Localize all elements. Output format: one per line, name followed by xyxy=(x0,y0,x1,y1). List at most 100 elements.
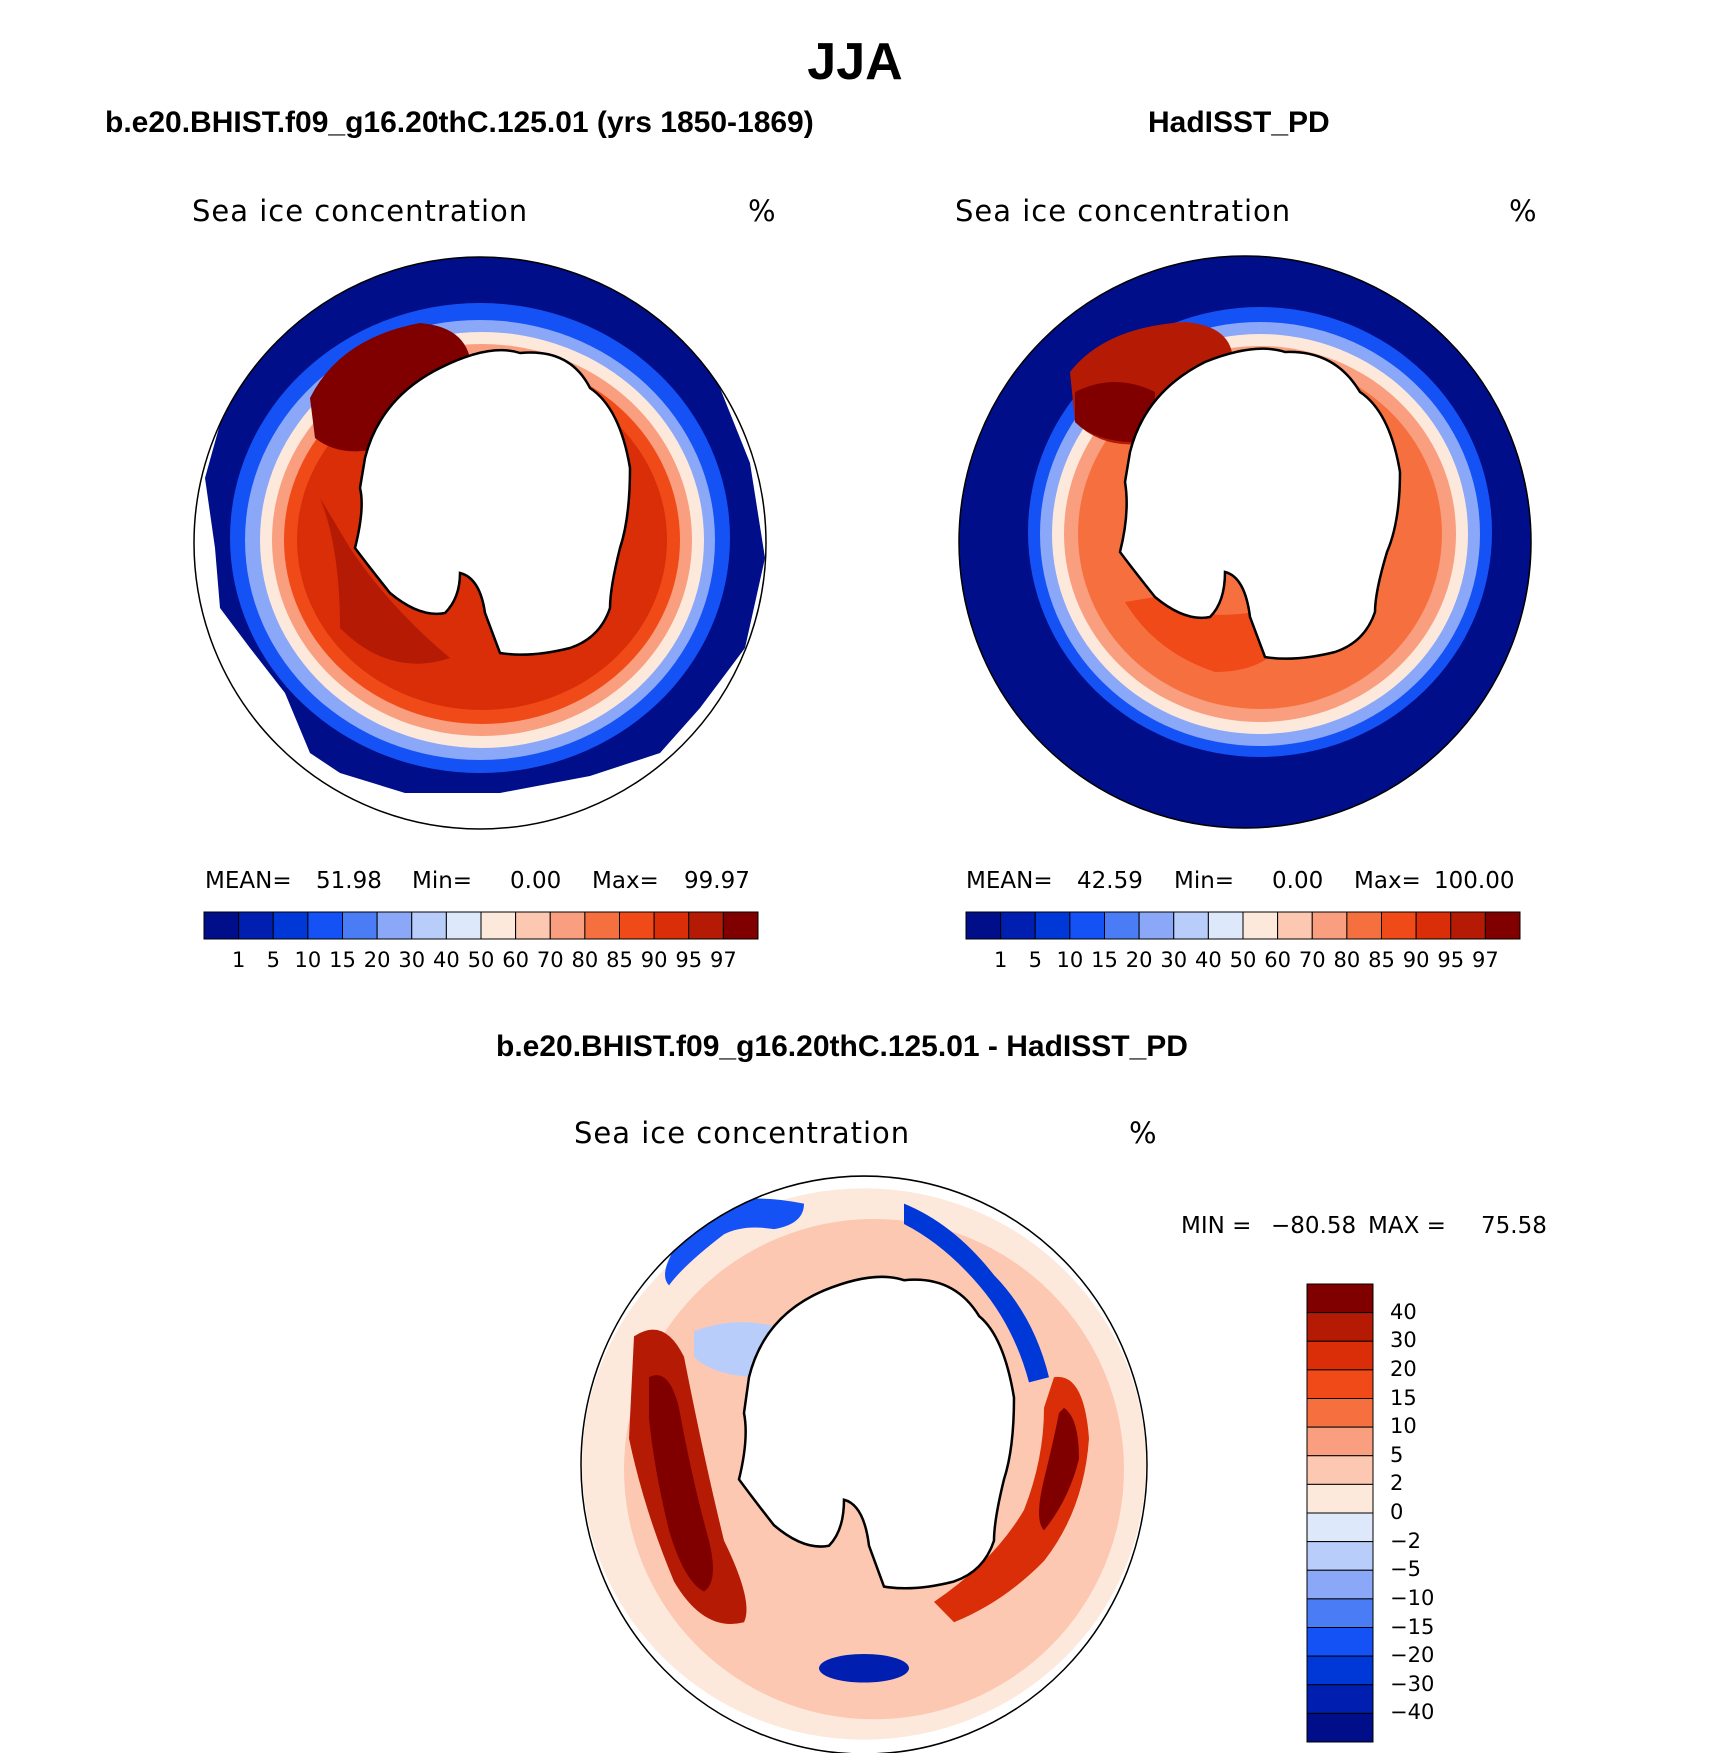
panel1-title: b.e20.BHIST.f09_g16.20thC.125.01 (yrs 18… xyxy=(105,106,814,139)
colorbar-tick-label: 10 xyxy=(1390,1414,1417,1439)
colorbar-swatch xyxy=(1306,1283,1374,1314)
panel3-title: b.e20.BHIST.f09_g16.20thC.125.01 - HadIS… xyxy=(496,1030,1188,1063)
panel2-variable-label: Sea ice concentration xyxy=(955,194,1292,228)
colorbar-swatch xyxy=(1306,1598,1374,1628)
colorbar-swatch xyxy=(445,911,482,940)
panel3-colorbar xyxy=(1306,1283,1374,1743)
colorbar-swatch xyxy=(1346,911,1382,940)
colorbar-swatch xyxy=(1415,911,1452,940)
colorbar-swatch xyxy=(515,911,551,940)
panel1-ice-core xyxy=(310,323,472,452)
colorbar-swatch xyxy=(1306,1684,1374,1714)
colorbar-swatch xyxy=(1306,1369,1374,1399)
colorbar-swatch xyxy=(1306,1512,1374,1543)
colorbar-tick-label: 40 xyxy=(433,948,460,972)
panel2-colorbar-ticks: 1 5 10 15 20 30 40 50 60 70 80 85 90 95 97 xyxy=(965,948,1521,974)
colorbar-tick-label: 70 xyxy=(1298,948,1326,972)
colorbar-swatch xyxy=(1311,911,1348,940)
colorbar-swatch xyxy=(722,911,759,940)
panel1-colorbar-ticks: 1 5 10 15 20 30 40 50 60 70 80 85 90 95 97 xyxy=(203,948,759,974)
figure-title: JJA xyxy=(807,33,903,91)
colorbar-tick-label: 15 xyxy=(1390,1385,1417,1410)
colorbar-swatch xyxy=(1450,911,1486,940)
colorbar-tick-label: 20 xyxy=(1125,948,1153,972)
panel3-negative-band xyxy=(904,1203,1049,1383)
colorbar-tick-label: 1 xyxy=(993,948,1008,972)
colorbar-tick-label: −20 xyxy=(1390,1643,1435,1668)
colorbar-tick-label: 15 xyxy=(329,948,356,972)
colorbar-swatch xyxy=(1306,1712,1374,1743)
colorbar-tick-label: 85 xyxy=(606,948,633,972)
colorbar-swatch xyxy=(411,911,447,940)
colorbar-swatch xyxy=(1242,911,1279,940)
colorbar-swatch xyxy=(307,911,343,940)
colorbar-tick-label: −10 xyxy=(1390,1585,1435,1610)
panel2-colorbar xyxy=(965,911,1521,940)
colorbar-tick-label: 5 xyxy=(266,948,280,972)
colorbar-tick-label: 2 xyxy=(1390,1471,1404,1496)
colorbar-swatch xyxy=(1306,1426,1374,1457)
panel2-mean-label: MEAN= xyxy=(966,868,1053,894)
colorbar-tick-label: −30 xyxy=(1390,1671,1435,1696)
colorbar-tick-label: 70 xyxy=(536,948,564,972)
colorbar-swatch xyxy=(1000,911,1036,940)
colorbar-swatch xyxy=(1306,1655,1374,1686)
panel1-colorbar xyxy=(203,911,759,940)
colorbar-swatch xyxy=(376,911,413,940)
colorbar-swatch xyxy=(1306,1483,1374,1514)
colorbar-swatch xyxy=(619,911,655,940)
panel3-variable-label: Sea ice concentration xyxy=(574,1116,911,1150)
colorbar-swatch xyxy=(584,911,620,940)
panel1-max-label: Max= xyxy=(592,868,659,894)
colorbar-swatch xyxy=(1306,1627,1374,1657)
panel3-max-label: MAX = xyxy=(1368,1213,1446,1239)
colorbar-tick-label: −5 xyxy=(1390,1557,1421,1582)
colorbar-tick-label: 90 xyxy=(1402,948,1430,972)
panel1-units-label: % xyxy=(748,194,777,228)
colorbar-swatch xyxy=(1104,911,1140,940)
panel2-antarctica xyxy=(1118,347,1402,660)
colorbar-swatch xyxy=(1484,911,1521,940)
colorbar-swatch xyxy=(1207,911,1244,940)
colorbar-swatch xyxy=(1306,1455,1374,1485)
panel1-variable-label: Sea ice concentration xyxy=(192,194,529,228)
colorbar-tick-label: 30 xyxy=(1160,948,1188,972)
colorbar-tick-label: 5 xyxy=(1390,1442,1404,1467)
panel1-min-value: 0.00 xyxy=(510,868,562,894)
panel1-min-label: Min= xyxy=(412,868,473,894)
panel1-mean-value: 51.98 xyxy=(316,868,382,894)
colorbar-tick-label: 40 xyxy=(1195,948,1222,972)
panel3-map xyxy=(580,1175,1148,1753)
panel1-map xyxy=(193,256,767,830)
colorbar-tick-label: 40 xyxy=(1390,1299,1417,1324)
colorbar-swatch xyxy=(1306,1340,1374,1371)
colorbar-swatch xyxy=(1034,911,1071,940)
panel2-title: HadISST_PD xyxy=(1148,106,1330,139)
colorbar-tick-label: 95 xyxy=(1437,948,1465,972)
panel2-map xyxy=(958,255,1532,829)
panel2-mean-value: 42.59 xyxy=(1077,868,1143,894)
colorbar-swatch xyxy=(1173,911,1209,940)
colorbar-tick-label: 1 xyxy=(231,948,246,972)
panel1-max-value: 99.97 xyxy=(684,868,750,894)
colorbar-tick-label: 60 xyxy=(502,948,529,972)
panel1-antarctica xyxy=(353,348,632,656)
panel2-min-label: Min= xyxy=(1174,868,1235,894)
colorbar-swatch xyxy=(238,911,274,940)
panel3-antarctica xyxy=(737,1275,1016,1590)
colorbar-tick-label: 10 xyxy=(294,948,322,972)
colorbar-swatch xyxy=(480,911,517,940)
colorbar-tick-label: 30 xyxy=(398,948,426,972)
colorbar-tick-label: 95 xyxy=(675,948,703,972)
colorbar-swatch xyxy=(272,911,309,940)
panel2-units-label: % xyxy=(1509,194,1538,228)
panel3-min-label: MIN = xyxy=(1181,1213,1252,1239)
panel3-max-value: 75.58 xyxy=(1481,1213,1547,1239)
colorbar-tick-label: 5 xyxy=(1028,948,1042,972)
colorbar-tick-label: 97 xyxy=(1472,948,1499,972)
colorbar-tick-label: 80 xyxy=(1333,948,1361,972)
colorbar-swatch xyxy=(549,911,586,940)
colorbar-tick-label: −15 xyxy=(1390,1614,1435,1639)
colorbar-tick-label: 20 xyxy=(363,948,391,972)
colorbar-tick-label: 10 xyxy=(1056,948,1084,972)
